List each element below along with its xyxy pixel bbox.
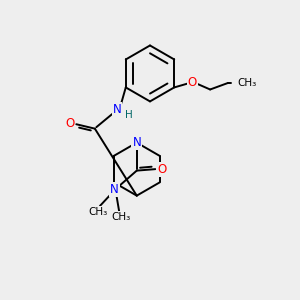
Text: O: O bbox=[65, 117, 74, 130]
Text: N: N bbox=[112, 103, 121, 116]
Text: CH₃: CH₃ bbox=[89, 207, 108, 217]
Text: CH₃: CH₃ bbox=[237, 78, 256, 88]
Text: N: N bbox=[132, 136, 141, 149]
Text: CH₃: CH₃ bbox=[111, 212, 130, 222]
Text: O: O bbox=[157, 163, 167, 176]
Text: O: O bbox=[188, 76, 197, 88]
Text: N: N bbox=[110, 183, 119, 196]
Text: H: H bbox=[125, 110, 133, 120]
